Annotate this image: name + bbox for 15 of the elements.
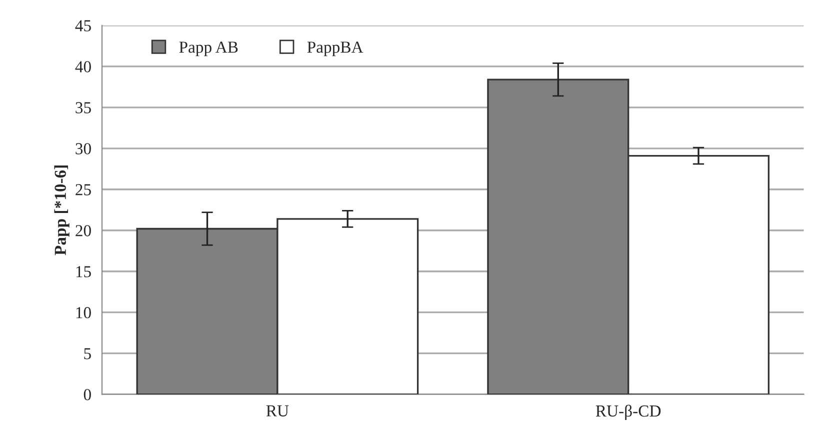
y-tick-label: 0	[84, 389, 91, 400]
x-tick-label: RU	[266, 405, 289, 416]
legend-label: PappBA	[307, 42, 364, 56]
y-tick-label: 25	[76, 184, 91, 196]
y-tick-label: 45	[75, 20, 91, 32]
y-tick-label: 40	[75, 61, 91, 72]
y-axis-title: Papp [*10-6]	[54, 166, 70, 256]
y-tick-label: 30	[76, 143, 91, 154]
y-tick-label: 5	[84, 348, 91, 360]
legend-label: Papp AB	[179, 42, 238, 56]
y-tick-label: 15	[76, 266, 91, 278]
y-tick-label: 20	[76, 225, 91, 236]
x-tick-label: RU-β-CD	[596, 404, 661, 420]
y-tick-label: 10	[76, 307, 91, 318]
y-tick-label: 35	[76, 102, 91, 114]
